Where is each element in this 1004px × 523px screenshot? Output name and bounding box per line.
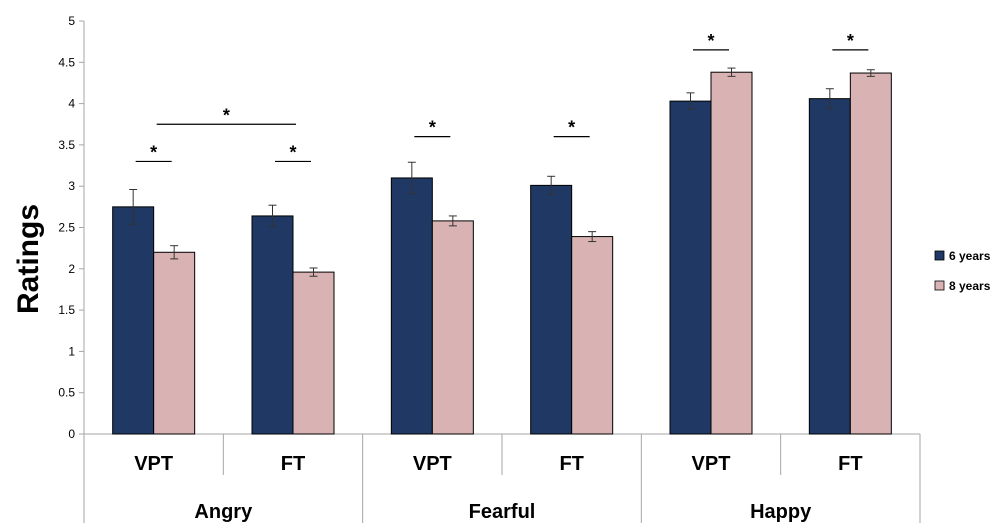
bar [431, 220, 474, 435]
y-tick-label: 3 [68, 179, 75, 193]
y-tick-label: 2.5 [58, 221, 75, 235]
y-tick-label: 4.5 [58, 55, 75, 69]
y-tick-label: 1.5 [58, 303, 75, 317]
y-tick-label: 5 [68, 14, 75, 28]
significance-star: * [223, 105, 230, 125]
y-axis-label: Ratings [12, 204, 45, 314]
bar [669, 100, 712, 435]
category-label: FT [838, 453, 862, 475]
y-tick-label: 3.5 [58, 138, 75, 152]
y-tick-label: 4 [68, 97, 75, 111]
category-label: VPT [413, 453, 452, 475]
category-label: VPT [692, 453, 731, 475]
bar [112, 206, 155, 435]
significance-star: * [289, 142, 296, 162]
significance-star: * [429, 118, 436, 138]
category-label: VPT [134, 453, 173, 475]
significance-star: * [568, 118, 575, 138]
bar [390, 177, 433, 435]
bar [710, 71, 753, 435]
legend-label: 8 years [949, 279, 991, 293]
bar [292, 271, 335, 435]
x-axis-labels: VPT FT VPT FT VPT FT Angry Fearful Happy [83, 434, 921, 523]
bar [808, 98, 851, 435]
significance-star: * [707, 31, 714, 51]
error-bars [129, 67, 875, 277]
y-tick-label: 0.5 [58, 386, 75, 400]
y-tick-label: 2 [68, 262, 75, 276]
category-label: FT [281, 453, 305, 475]
legend-swatch [934, 280, 945, 291]
group-label: Angry [194, 501, 253, 523]
bar [849, 72, 892, 435]
significance-annotations: * * * * * * * [135, 31, 869, 162]
bars [112, 71, 892, 435]
significance-star: * [150, 142, 157, 162]
category-label: FT [559, 453, 583, 475]
group-label: Fearful [469, 501, 536, 523]
y-axis-label-group: Ratings [12, 204, 45, 314]
y-tick-label: 0 [68, 427, 75, 441]
bar [153, 251, 196, 435]
group-label: Happy [750, 501, 812, 523]
y-tick-label: 1 [68, 344, 75, 358]
legend-label: 6 years [949, 249, 991, 263]
legend: 6 years 8 years [934, 249, 991, 293]
significance-star: * [847, 31, 854, 51]
bar [251, 215, 294, 435]
bar [571, 236, 614, 435]
bar [530, 184, 573, 435]
legend-swatch [934, 250, 945, 261]
